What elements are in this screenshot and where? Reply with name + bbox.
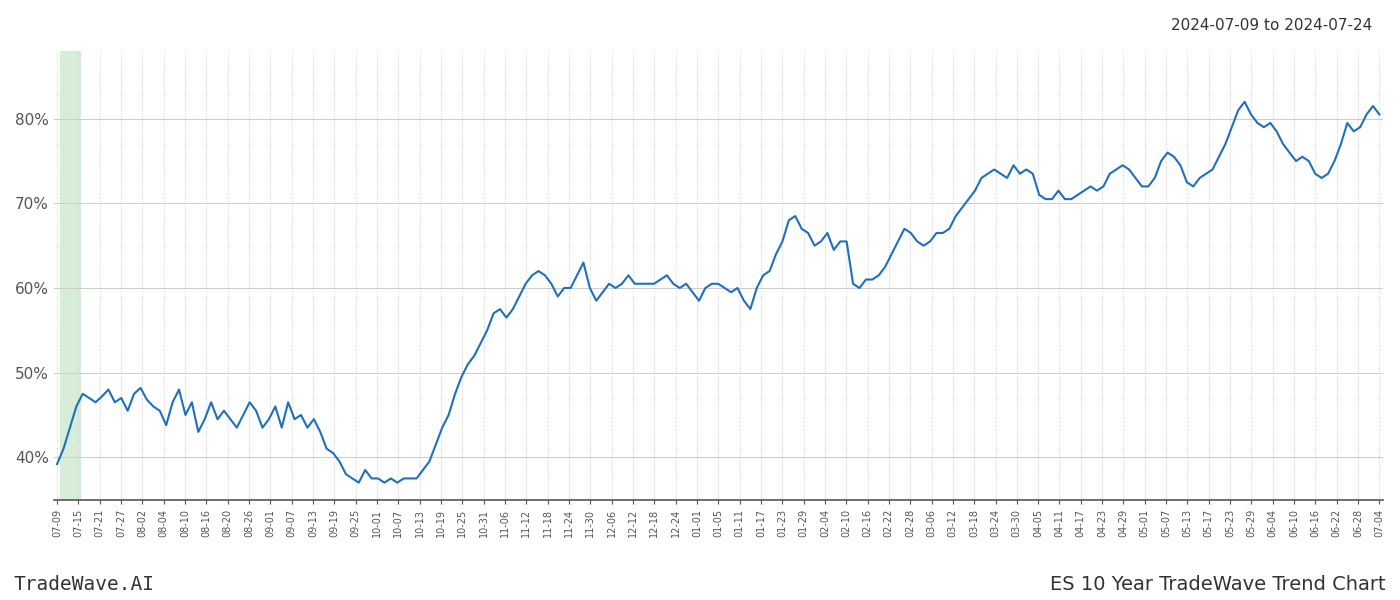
Bar xyxy=(60,51,80,500)
Text: TradeWave.AI: TradeWave.AI xyxy=(14,575,155,594)
Text: 2024-07-09 to 2024-07-24: 2024-07-09 to 2024-07-24 xyxy=(1170,18,1372,33)
Text: ES 10 Year TradeWave Trend Chart: ES 10 Year TradeWave Trend Chart xyxy=(1050,575,1386,594)
